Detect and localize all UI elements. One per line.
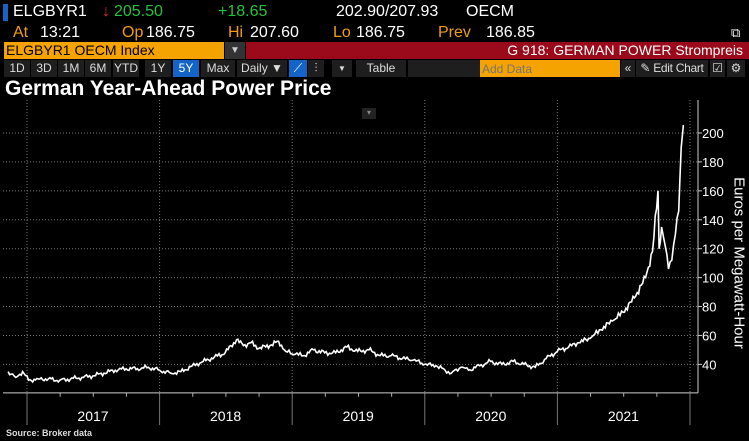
source-note: Source: Broker data: [6, 428, 93, 438]
security-dropdown[interactable]: ▼: [225, 42, 245, 59]
edit-chart-button[interactable]: ✎ Edit Chart: [636, 60, 708, 77]
bid-ask: 202.90/207.93: [336, 3, 439, 20]
gear-icon[interactable]: ⚙: [727, 60, 745, 77]
range-max[interactable]: Max: [201, 60, 235, 77]
ticker: ELGBYR1: [13, 3, 87, 20]
range-1m[interactable]: 1M: [58, 60, 84, 77]
x-tick-label: 2019: [343, 408, 374, 424]
add-data-input[interactable]: [480, 60, 620, 77]
net-change: +18.65: [218, 3, 268, 20]
frequency-dropdown[interactable]: Daily ▼: [237, 60, 287, 77]
y-tick-label: 80: [702, 300, 716, 315]
y-tick-label: 200: [702, 126, 724, 141]
y-axis-label: Euros per Megawatt-Hour: [730, 177, 748, 349]
chart-type-dropdown[interactable]: ▼: [332, 60, 352, 77]
down-arrow-icon: ↓: [102, 3, 110, 20]
x-tick-label: 2018: [210, 408, 241, 424]
pricing-source: OECM: [466, 3, 514, 20]
x-tick-label: 2017: [77, 408, 108, 424]
y-tick-label: 120: [702, 242, 724, 257]
annotate-icon[interactable]: ☑: [710, 60, 725, 77]
security-field[interactable]: ELGBYR1 OECM Index: [4, 42, 224, 59]
bar-chart-icon[interactable]: ⫶: [308, 60, 324, 77]
op-value: 186.75: [146, 24, 195, 41]
hi-value: 207.60: [250, 24, 299, 41]
y-tick-label: 180: [702, 155, 724, 170]
line-chart-icon[interactable]: ⟋: [289, 60, 307, 77]
at-time: 13:21: [40, 24, 81, 41]
page-banner: G 918: GERMAN POWER Strompreis: [246, 42, 749, 59]
toolbar-spacer: [408, 60, 480, 77]
range-1y[interactable]: 1Y: [145, 60, 171, 77]
prev-value: 186.85: [486, 24, 535, 41]
lo-value: 186.75: [356, 24, 405, 41]
range-5y[interactable]: 5Y: [173, 60, 199, 77]
ticker-marker: [3, 4, 8, 21]
prev-label: Prev: [438, 24, 471, 41]
table-button[interactable]: Table: [356, 60, 406, 77]
range-ytd[interactable]: YTD: [113, 60, 139, 77]
range-3d[interactable]: 3D: [31, 60, 57, 77]
price-series-line: [7, 124, 685, 384]
popout-icon[interactable]: ⧉: [731, 25, 741, 40]
range-6m[interactable]: 6M: [85, 60, 111, 77]
last-price: 205.50: [114, 3, 163, 20]
x-tick-label: 2020: [475, 408, 506, 424]
y-tick-label: 160: [702, 184, 724, 199]
hi-label: Hi: [228, 24, 244, 41]
collapse-icon[interactable]: «: [621, 60, 635, 77]
lo-label: Lo: [333, 24, 351, 41]
y-tick-label: 40: [702, 357, 716, 372]
chart-title: German Year-Ahead Power Price: [5, 77, 332, 100]
at-label: At: [13, 24, 29, 41]
y-tick-label: 140: [702, 213, 724, 228]
x-tick-label: 2021: [608, 408, 639, 424]
op-label: Op: [122, 24, 144, 41]
chart-options-icon[interactable]: ▾: [362, 108, 376, 119]
y-tick-label: 100: [702, 271, 724, 286]
chart-plot: 40 60 80 100 120 140 160 180 200 2017 2018 2019 2020…: [3, 100, 724, 425]
range-1d[interactable]: 1D: [4, 60, 30, 77]
y-tick-label: 60: [702, 328, 716, 343]
